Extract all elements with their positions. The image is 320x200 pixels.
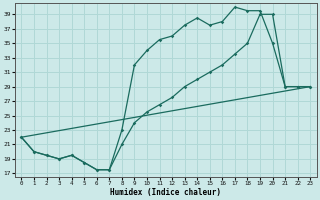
X-axis label: Humidex (Indice chaleur): Humidex (Indice chaleur) xyxy=(110,188,221,197)
